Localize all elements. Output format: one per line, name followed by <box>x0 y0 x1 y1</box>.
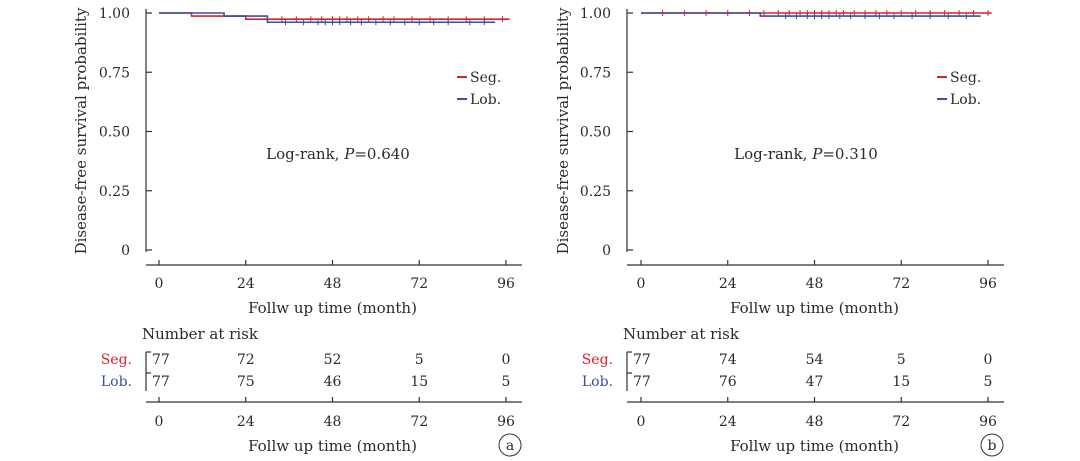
risk-value: 54 <box>806 352 824 368</box>
legend-label: Lob. <box>470 92 501 108</box>
y-tick-label: 0 <box>602 243 611 259</box>
risk-value: 47 <box>806 374 824 390</box>
risk-value: 76 <box>719 374 737 390</box>
logrank-value: =0.310 <box>822 145 878 163</box>
x-tick-label: 48 <box>324 276 342 292</box>
risk-row-label: Seg. <box>101 352 132 368</box>
risk-value: 5 <box>984 374 993 390</box>
risk-row-label: Seg. <box>582 352 613 368</box>
risk-table-title: Number at risk <box>142 325 259 343</box>
logrank-p: P <box>811 145 823 163</box>
risk-value: 77 <box>152 374 170 390</box>
x-tick-label: 96 <box>979 276 997 292</box>
y-tick-label: 1.00 <box>99 6 130 22</box>
risk-x-tick-label: 0 <box>637 414 646 430</box>
risk-x-tick-label: 48 <box>806 414 824 430</box>
x-tick-label: 48 <box>806 276 824 292</box>
risk-x-tick-label: 96 <box>979 414 997 430</box>
risk-x-tick-label: 24 <box>719 414 737 430</box>
x-axis-label: Follw up time (month) <box>730 299 899 317</box>
risk-x-tick-label: 48 <box>324 414 342 430</box>
risk-row-label: Lob. <box>582 374 613 390</box>
risk-table-title: Number at risk <box>623 325 740 343</box>
y-tick-label: 0.25 <box>580 184 611 200</box>
km-curve-lob <box>159 12 496 24</box>
y-axis-label: Disease-free survival probability <box>72 7 90 254</box>
risk-value: 46 <box>324 374 342 390</box>
x-tick-label: 96 <box>497 276 515 292</box>
x-tick-label: 24 <box>719 276 737 292</box>
x-tick-label: 0 <box>155 276 164 292</box>
risk-value: 77 <box>152 352 170 368</box>
legend-label: Seg. <box>470 70 501 86</box>
logrank-p: P <box>343 145 355 163</box>
y-tick-label: 0.50 <box>99 125 130 141</box>
risk-value: 5 <box>502 374 511 390</box>
risk-value: 77 <box>633 374 651 390</box>
risk-value: 5 <box>415 352 424 368</box>
risk-value: 77 <box>633 352 651 368</box>
panel-b: 0 0.25 0.50 0.75 1.00 Disease-free survival p… <box>554 6 1004 457</box>
logrank-prefix: Log-rank, <box>734 145 812 163</box>
risk-x-tick-label: 96 <box>497 414 515 430</box>
y-tick-label: 0.75 <box>99 65 130 81</box>
risk-value: 0 <box>502 352 511 368</box>
legend-label: Seg. <box>950 70 981 86</box>
logrank-annotation: Log-rank, P=0.310 <box>734 145 878 163</box>
y-tick-label: 1.00 <box>580 6 611 22</box>
risk-x-axis-label: Follw up time (month) <box>730 437 899 455</box>
panel-letter-circle <box>980 433 1004 457</box>
risk-x-tick-label: 72 <box>892 414 910 430</box>
x-axis-label: Follw up time (month) <box>248 299 417 317</box>
x-tick-label: 24 <box>237 276 255 292</box>
km-curve-seg <box>159 12 510 20</box>
logrank-prefix: Log-rank, <box>266 145 344 163</box>
risk-value: 0 <box>984 352 993 368</box>
risk-value: 75 <box>237 374 255 390</box>
km-curve-lob <box>641 12 981 17</box>
y-tick-label: 0.50 <box>580 125 611 141</box>
risk-value: 5 <box>897 352 906 368</box>
risk-value: 15 <box>892 374 910 390</box>
y-tick-label: 0 <box>121 243 130 259</box>
panel-letter-circle <box>498 433 522 457</box>
logrank-value: =0.640 <box>354 145 410 163</box>
risk-x-tick-label: 0 <box>155 414 164 430</box>
y-axis-label: Disease-free survival probability <box>554 7 572 254</box>
risk-value: 52 <box>324 352 342 368</box>
logrank-annotation: Log-rank, P=0.640 <box>266 145 410 163</box>
risk-x-axis-label: Follw up time (month) <box>248 437 417 455</box>
x-tick-label: 72 <box>410 276 428 292</box>
risk-value: 15 <box>410 374 428 390</box>
risk-row-label: Lob. <box>101 374 132 390</box>
risk-x-tick-label: 24 <box>237 414 255 430</box>
panel-letter: a <box>506 438 514 454</box>
legend-label: Lob. <box>950 92 981 108</box>
y-tick-label: 0.75 <box>580 65 611 81</box>
panel-a: 0 0.25 0.50 0.75 1.00 Disease-free survival p… <box>72 6 522 457</box>
x-tick-label: 0 <box>637 276 646 292</box>
x-tick-label: 72 <box>892 276 910 292</box>
y-tick-label: 0.25 <box>99 184 130 200</box>
risk-value: 74 <box>719 352 737 368</box>
risk-x-tick-label: 72 <box>410 414 428 430</box>
risk-value: 72 <box>237 352 255 368</box>
panel-letter: b <box>988 438 997 454</box>
